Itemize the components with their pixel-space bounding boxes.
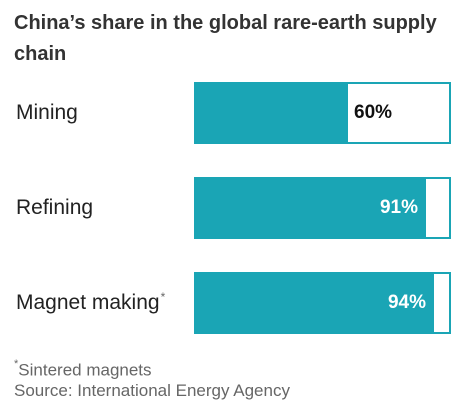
category-label: Magnet making * [16,272,165,334]
bar-track: 91% [194,177,451,239]
bar [196,84,348,142]
category-label: Refining [16,177,93,239]
bar [196,274,434,332]
source-note: Source: International Energy Agency [14,381,290,400]
bar-value-label: 60% [354,102,393,123]
bar-row: Refining 91% [0,177,462,239]
category-label: Mining [16,82,78,144]
category-label-text: Mining [16,101,78,124]
footnote-mark: * [14,358,19,370]
category-label-text: Refining [16,196,94,219]
bar-value-label: 94% [387,292,426,313]
footnote-text: Sintered magnets [18,360,152,380]
bar-value-label: 91% [379,197,418,218]
footnote-mark: * [160,290,166,304]
bar-row: Mining 60% [0,82,462,144]
bar [196,179,426,237]
bar-row: Magnet making * 94% [0,272,462,334]
bar-track: 60% [194,82,451,144]
bar-track: 94% [194,272,451,334]
category-label-text: Magnet making [16,291,160,314]
footnote: *Sintered magnets [14,355,152,382]
chart-title: China’s share in the global rare-earth s… [14,12,437,65]
